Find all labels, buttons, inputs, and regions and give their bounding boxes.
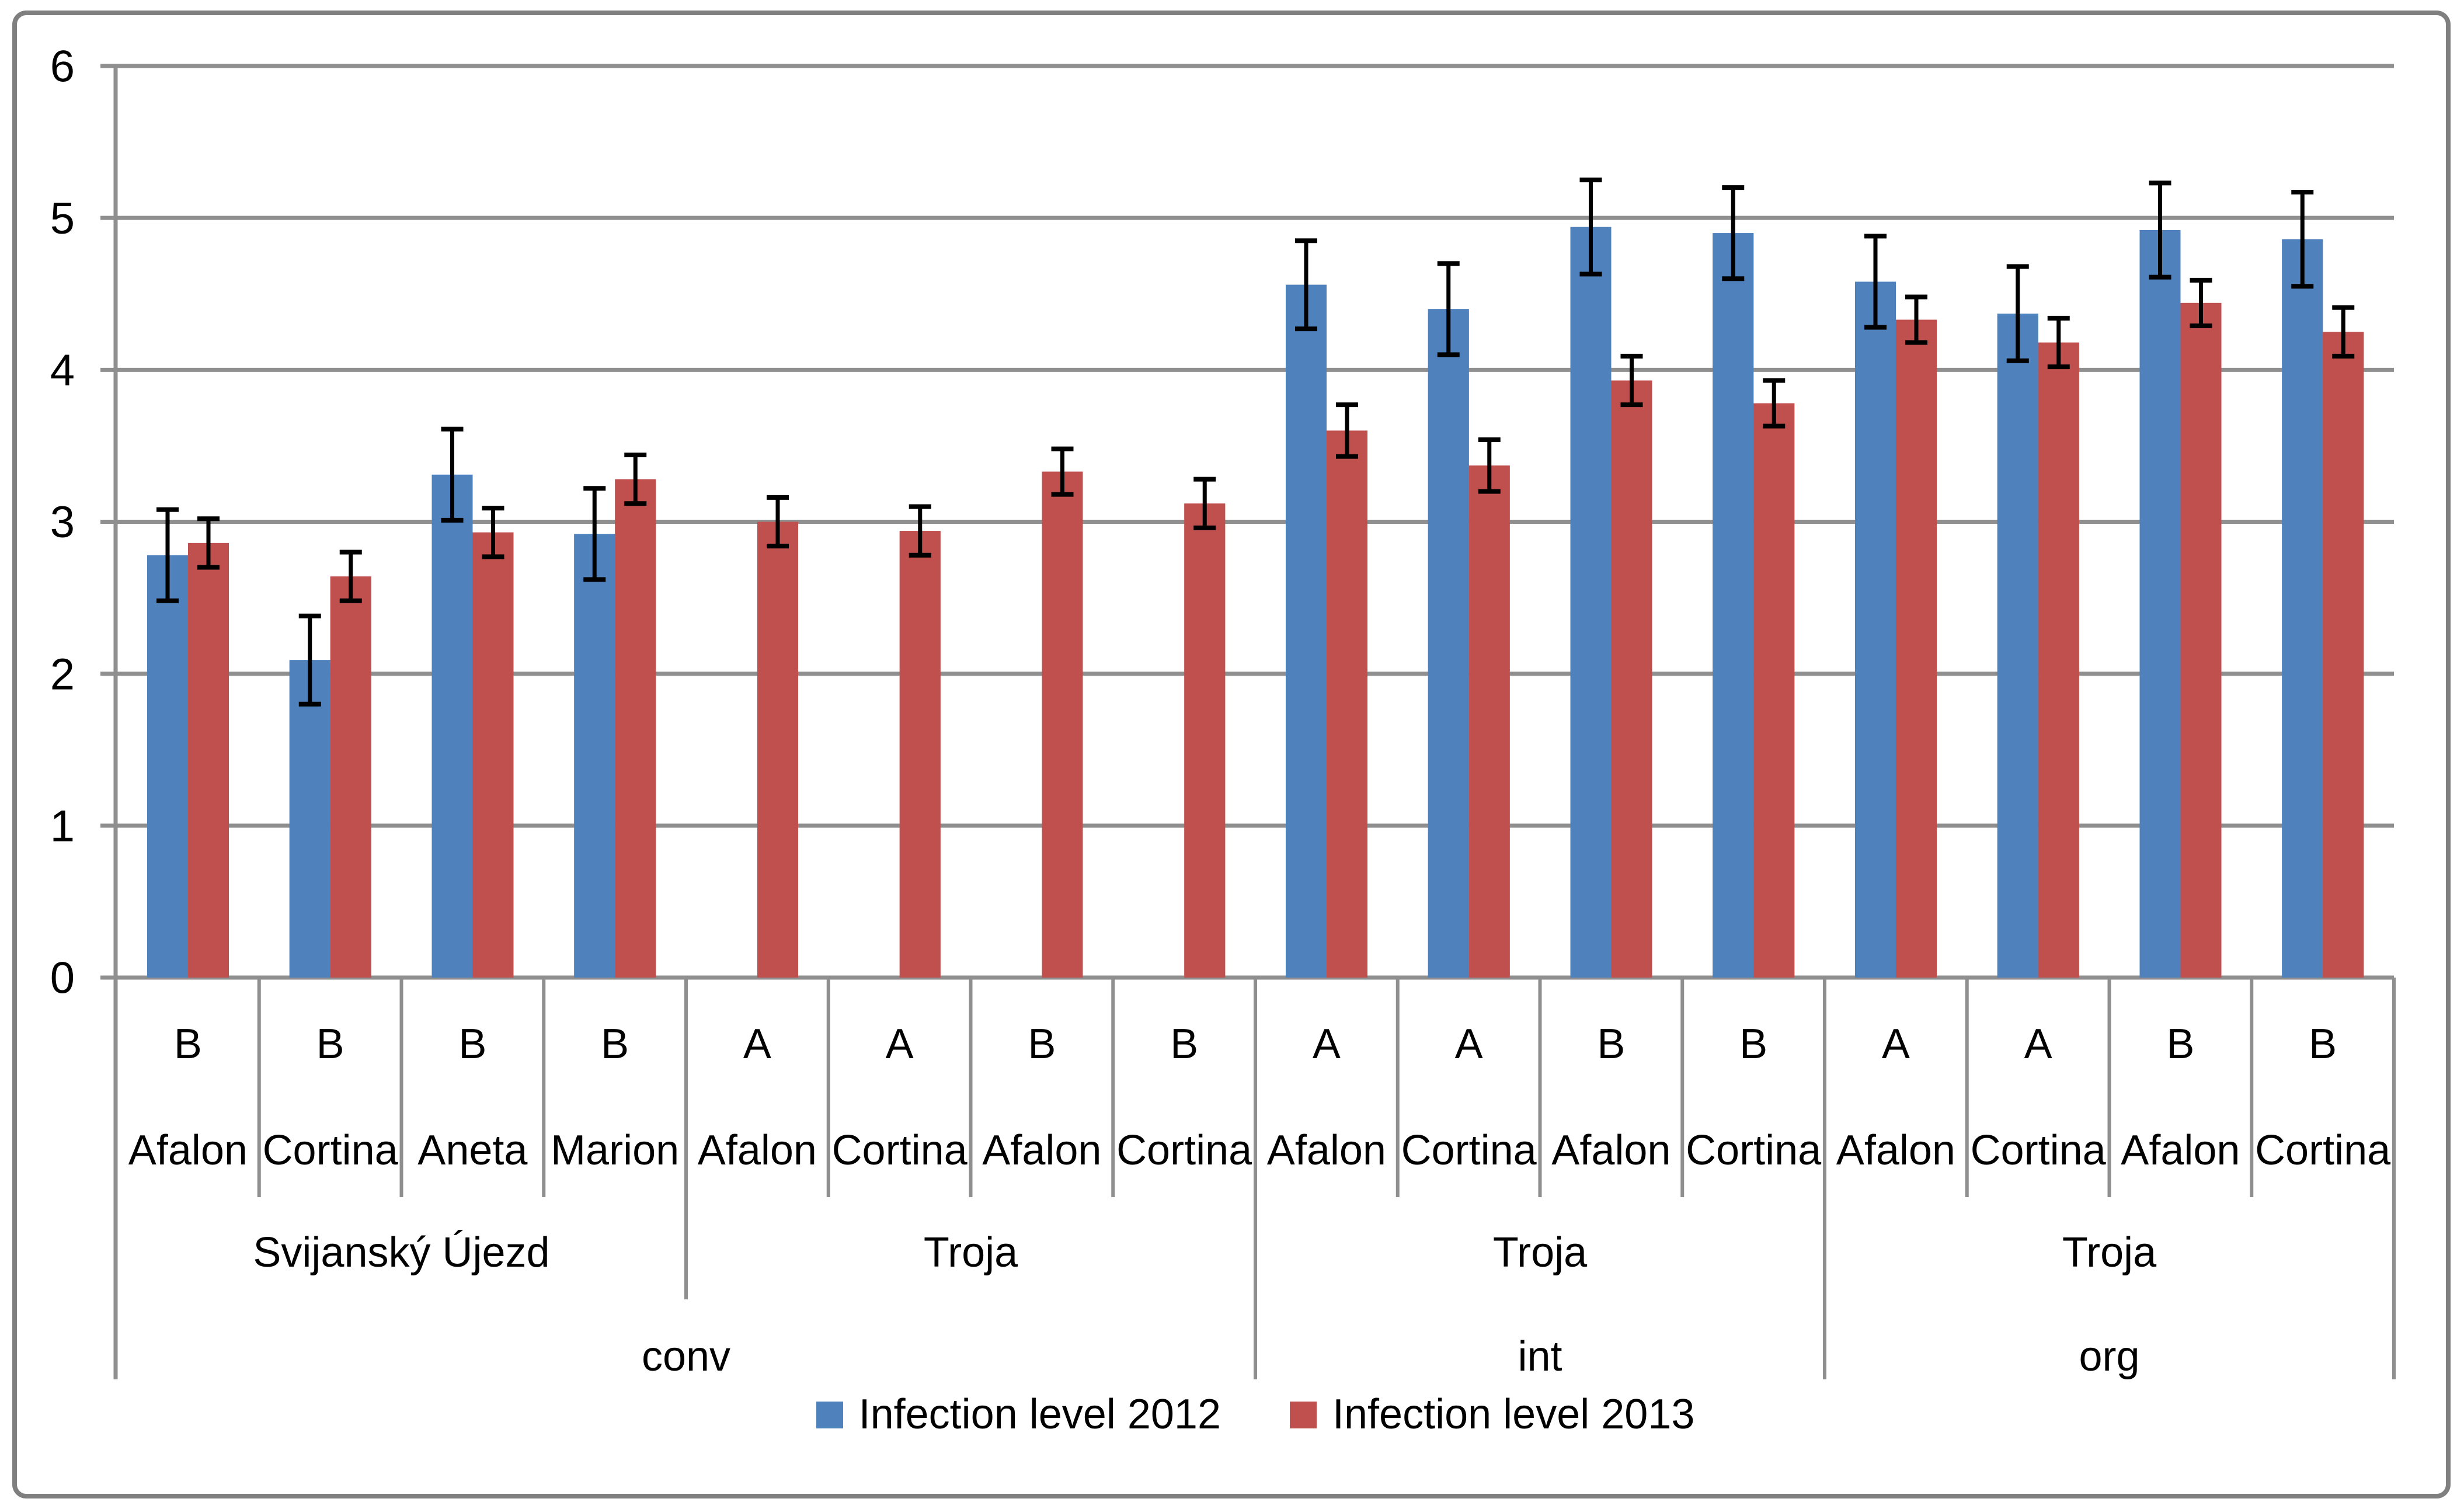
x-label-variety: Afalon bbox=[1551, 1127, 1670, 1174]
bar-highlight bbox=[188, 543, 229, 978]
x-label-letter: A bbox=[2024, 1021, 2052, 1068]
y-tick-label-5: 5 bbox=[50, 194, 75, 244]
x-label-treatment: org bbox=[2079, 1333, 2139, 1380]
bar-highlight bbox=[1042, 471, 1083, 978]
bar-highlight bbox=[1570, 227, 1612, 978]
x-label-treatment: conv bbox=[642, 1333, 730, 1380]
y-tick-label-6: 6 bbox=[50, 42, 75, 92]
y-tick-label-1: 1 bbox=[50, 801, 75, 851]
x-label-variety: Afalon bbox=[128, 1127, 248, 1174]
bar-highlight bbox=[1713, 233, 1754, 978]
x-label-letter: B bbox=[601, 1021, 629, 1068]
x-label-variety: Afalon bbox=[2121, 1127, 2240, 1174]
x-label-letter: A bbox=[1455, 1021, 1483, 1068]
bar-highlight bbox=[431, 474, 473, 978]
x-label-letter: B bbox=[316, 1021, 344, 1068]
bar-highlight bbox=[2180, 303, 2222, 978]
bar-highlight bbox=[1468, 465, 1510, 978]
x-label-location: Troja bbox=[2062, 1229, 2157, 1276]
x-label-variety: Marion bbox=[551, 1127, 679, 1174]
y-tick-label-4: 4 bbox=[50, 346, 75, 395]
x-label-variety: Cortina bbox=[1401, 1127, 1537, 1174]
x-label-letter: A bbox=[1313, 1021, 1341, 1068]
bar-highlight bbox=[1997, 314, 2038, 978]
outer-border bbox=[12, 11, 2451, 1498]
x-label-letter: A bbox=[886, 1021, 914, 1068]
bar-highlight bbox=[757, 521, 798, 978]
x-label-variety: Cortina bbox=[263, 1127, 399, 1174]
x-label-letter: A bbox=[1882, 1021, 1910, 1068]
x-label-letter: B bbox=[2166, 1021, 2194, 1068]
x-label-location: Troja bbox=[1493, 1229, 1588, 1276]
x-label-variety: Cortina bbox=[1971, 1127, 2107, 1174]
x-label-variety: Afalon bbox=[1267, 1127, 1386, 1174]
x-label-letter: A bbox=[743, 1021, 771, 1068]
bar-highlight bbox=[2323, 332, 2364, 978]
bar-highlight bbox=[1286, 284, 1327, 978]
y-tick-label-2: 2 bbox=[50, 649, 75, 699]
legend-label-2012: Infection level 2012 bbox=[858, 1391, 1221, 1438]
x-label-variety: Afalon bbox=[982, 1127, 1101, 1174]
x-label-variety: Cortina bbox=[1116, 1127, 1252, 1174]
x-label-treatment: int bbox=[1518, 1333, 1562, 1380]
bar-highlight bbox=[1896, 319, 1937, 978]
bar-highlight bbox=[330, 576, 371, 978]
bar-highlight bbox=[2038, 342, 2079, 978]
legend: Infection level 2012 Infection level 201… bbox=[117, 1391, 2394, 1438]
x-label-letter: B bbox=[458, 1021, 486, 1068]
legend-label-2013: Infection level 2013 bbox=[1332, 1391, 1695, 1438]
bar-highlight bbox=[2282, 239, 2323, 978]
x-label-location: Troja bbox=[924, 1229, 1018, 1276]
bar-highlight bbox=[1184, 503, 1226, 978]
legend-item-2013: Infection level 2013 bbox=[1290, 1391, 1695, 1438]
legend-swatch-2013-icon bbox=[1290, 1401, 1317, 1428]
bar-highlight bbox=[1611, 380, 1652, 978]
y-tick-label-0: 0 bbox=[50, 954, 75, 1003]
legend-swatch-2012-icon bbox=[816, 1401, 843, 1428]
x-label-location: Svijanský Újezd bbox=[253, 1229, 549, 1276]
bar-highlight bbox=[1855, 281, 1896, 978]
x-label-letter: B bbox=[1739, 1021, 1767, 1068]
x-label-variety: Afalon bbox=[698, 1127, 817, 1174]
x-label-variety: Cortina bbox=[1686, 1127, 1822, 1174]
bar-highlight bbox=[899, 531, 941, 978]
x-label-letter: B bbox=[1597, 1021, 1625, 1068]
bar-highlight bbox=[1327, 430, 1367, 978]
x-label-letter: B bbox=[1028, 1021, 1056, 1068]
bar-highlight bbox=[1753, 403, 1795, 978]
x-label-variety: Cortina bbox=[2255, 1127, 2391, 1174]
bar-highlight bbox=[472, 532, 514, 978]
bar-highlight bbox=[147, 555, 188, 978]
bar-highlight bbox=[2139, 230, 2181, 978]
bar-highlight bbox=[574, 534, 615, 978]
x-label-variety: Afalon bbox=[1836, 1127, 1955, 1174]
x-label-letter: B bbox=[174, 1021, 202, 1068]
x-label-variety: Aneta bbox=[417, 1127, 528, 1174]
bar-highlight bbox=[1428, 309, 1469, 978]
y-tick-label-3: 3 bbox=[50, 498, 75, 547]
bar-highlight bbox=[289, 660, 330, 978]
x-label-letter: B bbox=[1170, 1021, 1198, 1068]
legend-item-2012: Infection level 2012 bbox=[816, 1391, 1221, 1438]
bar-highlight bbox=[615, 479, 656, 978]
x-label-variety: Cortina bbox=[832, 1127, 968, 1174]
x-label-letter: B bbox=[2309, 1021, 2337, 1068]
